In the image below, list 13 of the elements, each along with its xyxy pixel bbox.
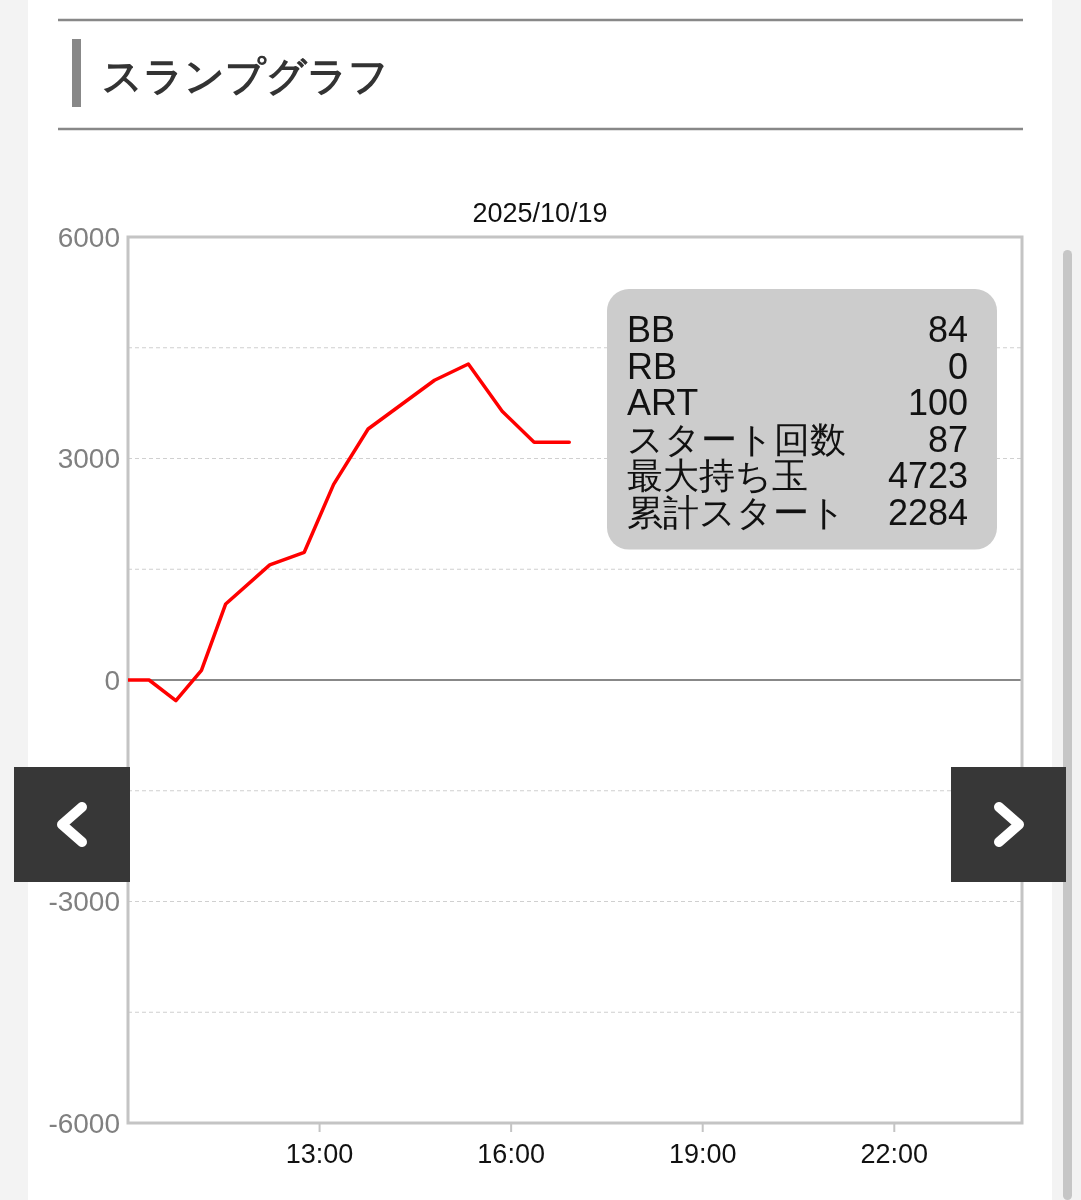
chart-subtitle: 2025/10/19 [472,198,608,228]
category-label: 累計スタート [627,492,846,533]
y-tick-label: -3000 [48,886,120,917]
x-tick-label: 13:00 [285,1139,354,1169]
y-tick-label: 0 [104,664,120,696]
y-tick-label: 6000 [57,221,120,253]
chart-title: スランプグラフ [102,54,389,98]
y-tick-label: -6000 [48,1107,120,1139]
line-series [128,362,571,703]
x-tick-label: 19:00 [668,1139,737,1169]
x-tick-label: 16:00 [477,1139,545,1169]
x-tick-label: 22:00 [860,1139,929,1169]
y-tick-label: 3000 [57,443,120,474]
